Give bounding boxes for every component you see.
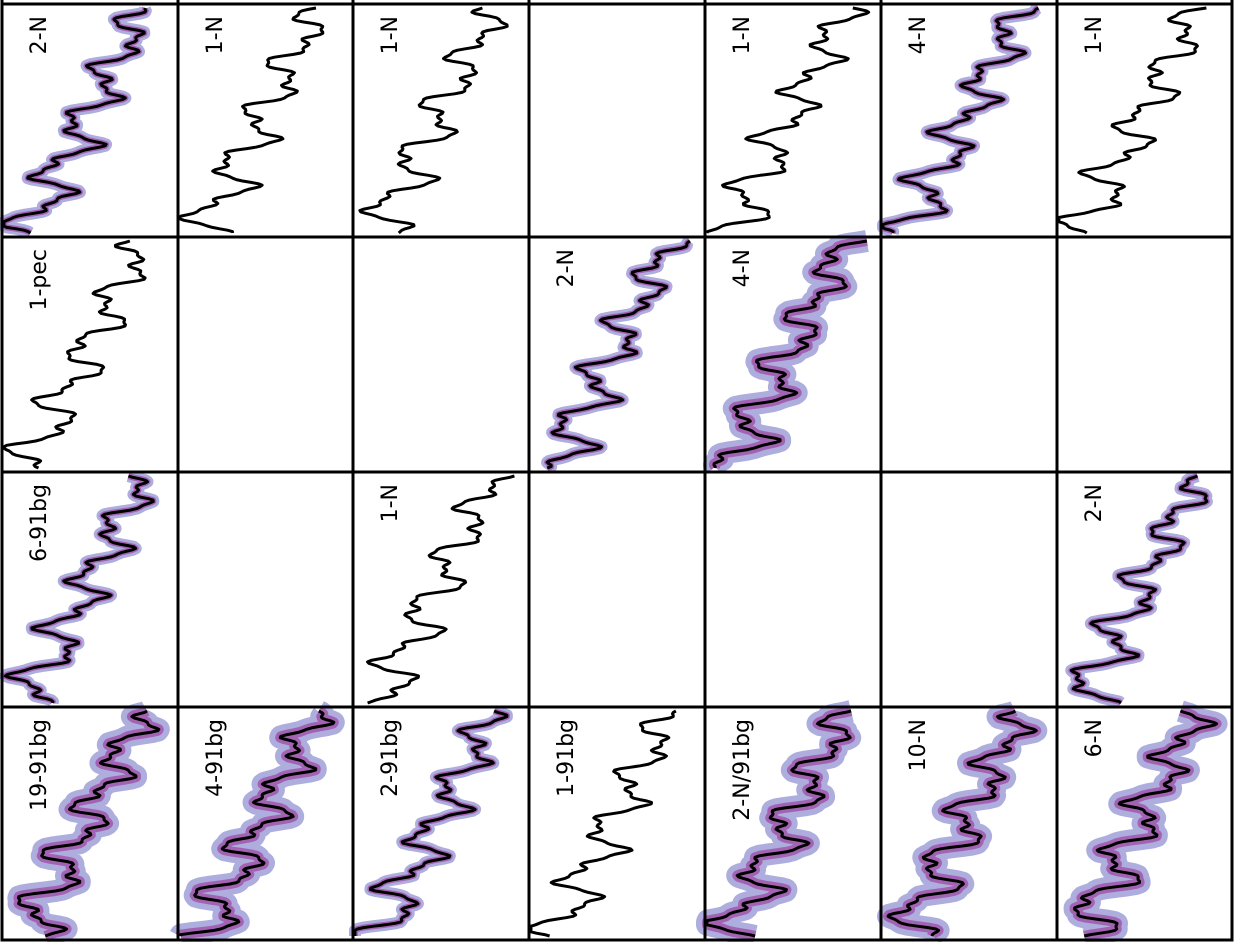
spectrum: [1073, 709, 1219, 938]
spectrum: [2, 7, 148, 235]
spectrum: [529, 709, 677, 938]
panel-label: 2-N: [27, 16, 52, 54]
spectrum: [358, 6, 509, 235]
panel-label: 1-N: [378, 484, 403, 522]
spectrum: [881, 6, 1040, 234]
panel-label: 1-N: [378, 16, 403, 54]
panel-label: 2-91bg: [378, 719, 403, 797]
spectrum: [712, 239, 868, 469]
panel: 2-N/91bg: [696, 700, 883, 942]
spectrum: [353, 709, 509, 937]
panel: 19-91bg: [0, 701, 180, 942]
spectrum: [1069, 474, 1209, 705]
panel-label: 19-91bg: [27, 719, 52, 811]
panel-label: 6-N: [1082, 719, 1107, 757]
panel-label: 1-91bg: [554, 719, 579, 797]
panel: 4-N: [703, 230, 883, 478]
spectrum: [178, 709, 336, 937]
spectrum: [886, 709, 1038, 937]
spectrum: [545, 239, 691, 470]
panel-label: 1-N: [1082, 16, 1107, 54]
panel-border: [1055, 705, 1234, 942]
panel-label: 4-91bg: [203, 719, 228, 797]
panel-label: 1-N: [730, 16, 755, 54]
spectrum: [2, 239, 147, 470]
panel: 10-N: [877, 701, 1059, 942]
spectrum: [1057, 6, 1207, 235]
spectrum: [705, 6, 871, 234]
panel-label: 6-91bg: [27, 484, 52, 562]
spectrum: [16, 709, 161, 938]
panel-label: 2-N/91bg: [730, 719, 755, 821]
panel-label: 2-N: [554, 249, 579, 287]
panel-label: 4-N: [906, 16, 931, 54]
panel-label: 2-N: [1082, 484, 1107, 522]
panel-label: 1-pec: [27, 249, 52, 311]
panel: 6-N: [1055, 700, 1234, 942]
panel-label: 4-N: [730, 249, 755, 287]
spectrum: [366, 474, 515, 705]
panel-label: 10-N: [906, 719, 931, 771]
spectrum: [705, 709, 852, 938]
spectrum: [3, 474, 155, 704]
panel: 4-91bg: [169, 701, 355, 942]
spectrum: [178, 6, 325, 234]
panel-label: 1-N: [203, 16, 228, 54]
